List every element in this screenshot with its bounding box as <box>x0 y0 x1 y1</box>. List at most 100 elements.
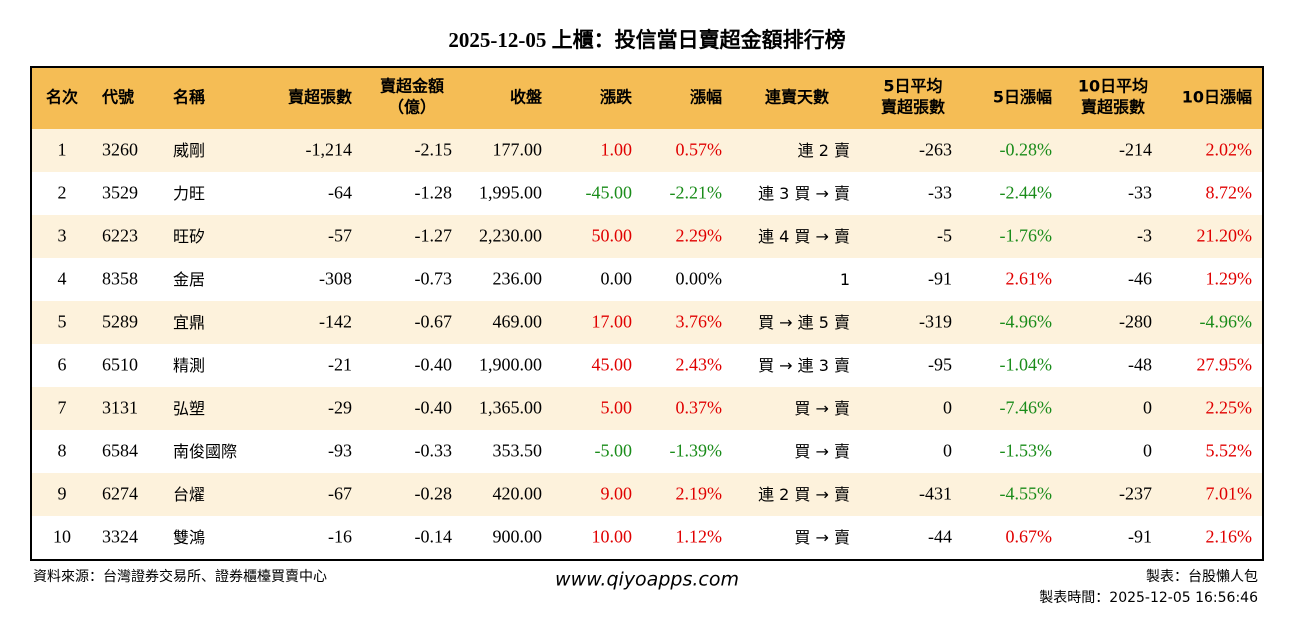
cell: 台燿 <box>173 485 205 504</box>
cell: -16 <box>328 527 352 547</box>
cell: 2.43% <box>676 355 723 375</box>
header-bg <box>31 67 1263 129</box>
time: 製表時間：2025-12-05 16:56:46 <box>1039 590 1258 606</box>
cell: -4.96% <box>1200 312 1253 332</box>
column-header: 連賣天數 <box>765 88 829 107</box>
cell: 900.00 <box>493 527 543 547</box>
cell: 21.20% <box>1197 226 1253 246</box>
cell: 2,230.00 <box>479 226 542 246</box>
source: 資料來源：台灣證券交易所、證券櫃檯買賣中心 <box>33 568 327 585</box>
cell: -2.44% <box>1000 183 1053 203</box>
cell: 0.57% <box>676 140 723 160</box>
cell: 6223 <box>102 226 138 246</box>
cell: 1,365.00 <box>479 398 542 418</box>
cell: -1.04% <box>1000 355 1053 375</box>
cell: -280 <box>1119 312 1152 332</box>
cell: -5.00 <box>595 441 633 461</box>
cell: 1.00 <box>601 140 633 160</box>
cell: 1,900.00 <box>479 355 542 375</box>
cell: 5.00 <box>601 398 633 418</box>
cell: 1 <box>840 270 850 289</box>
cell: 3131 <box>102 398 138 418</box>
cell: -1.76% <box>1000 226 1053 246</box>
maker: 製表：台股懶人包 <box>1146 569 1258 585</box>
cell: 買 → 連 5 賣 <box>758 313 850 332</box>
cell: -0.73 <box>415 269 453 289</box>
cell: -29 <box>328 398 352 418</box>
cell: 2.25% <box>1206 398 1253 418</box>
cell: 236.00 <box>493 269 543 289</box>
cell: 8358 <box>102 269 138 289</box>
cell: 連 4 買 → 賣 <box>758 227 850 246</box>
cell: 1.12% <box>676 527 723 547</box>
cell: 威剛 <box>173 141 205 160</box>
cell: 力旺 <box>173 184 205 203</box>
column-header: 5日漲幅 <box>993 88 1052 107</box>
cell: -44 <box>928 527 952 547</box>
cell: 5 <box>58 312 67 332</box>
cell: -93 <box>328 441 352 461</box>
cell: 2.16% <box>1206 527 1253 547</box>
column-header: 收盤 <box>510 88 543 107</box>
cell: 0.37% <box>676 398 723 418</box>
cell: -1,214 <box>306 140 353 160</box>
cell: -0.28% <box>1000 140 1053 160</box>
cell: -4.55% <box>1000 484 1053 504</box>
cell: 17.00 <box>592 312 633 332</box>
cell: -0.40 <box>415 355 453 375</box>
cell: 0.00% <box>676 269 723 289</box>
cell: 6274 <box>102 484 138 504</box>
cell: -1.28 <box>415 183 453 203</box>
cell: -308 <box>319 269 352 289</box>
cell: 5289 <box>102 312 138 332</box>
cell: -0.67 <box>415 312 453 332</box>
column-header: 5日平均 <box>883 77 942 96</box>
column-header: 賣超張數 <box>287 88 352 107</box>
cell: 2.29% <box>676 226 723 246</box>
cell: -319 <box>919 312 952 332</box>
cell: -91 <box>928 269 952 289</box>
row-bg <box>31 344 1263 387</box>
cell: 10 <box>53 527 71 547</box>
cell: 0 <box>1143 441 1152 461</box>
cell: 2.61% <box>1006 269 1053 289</box>
cell: 3.76% <box>676 312 723 332</box>
cell: 4 <box>58 269 67 289</box>
row-bg <box>31 516 1263 559</box>
cell: -214 <box>1119 140 1152 160</box>
column-header: 名次 <box>46 88 78 107</box>
cell: 469.00 <box>493 312 543 332</box>
cell: 50.00 <box>592 226 633 246</box>
cell: -95 <box>928 355 952 375</box>
column-header: 代號 <box>101 88 134 107</box>
cell: -57 <box>328 226 352 246</box>
cell: -0.40 <box>415 398 453 418</box>
cell: -0.33 <box>415 441 453 461</box>
cell: -5 <box>937 226 952 246</box>
cell: 0 <box>943 441 952 461</box>
cell: -33 <box>1128 183 1152 203</box>
cell: 6510 <box>102 355 138 375</box>
cell: 金居 <box>173 270 205 289</box>
cell: -48 <box>1128 355 1152 375</box>
cell: -0.14 <box>415 527 453 547</box>
cell: 6 <box>58 355 67 375</box>
cell: 0 <box>1143 398 1152 418</box>
cell: 8 <box>58 441 67 461</box>
cell: 27.95% <box>1197 355 1253 375</box>
table-border <box>30 66 1264 561</box>
column-header: 漲跌 <box>600 88 633 107</box>
column-header: 賣超金額 <box>379 77 444 96</box>
cell: 6584 <box>102 441 138 461</box>
cell: 45.00 <box>592 355 633 375</box>
cell: 10.00 <box>592 527 633 547</box>
cell: -237 <box>1119 484 1152 504</box>
cell: 1.29% <box>1206 269 1253 289</box>
cell: -1.39% <box>670 441 723 461</box>
cell: 3529 <box>102 183 138 203</box>
title: 2025-12-05 上櫃：投信當日賣超金額排行榜 <box>448 28 845 52</box>
cell: 連 2 賣 <box>798 141 850 160</box>
cell: 1 <box>58 140 67 160</box>
